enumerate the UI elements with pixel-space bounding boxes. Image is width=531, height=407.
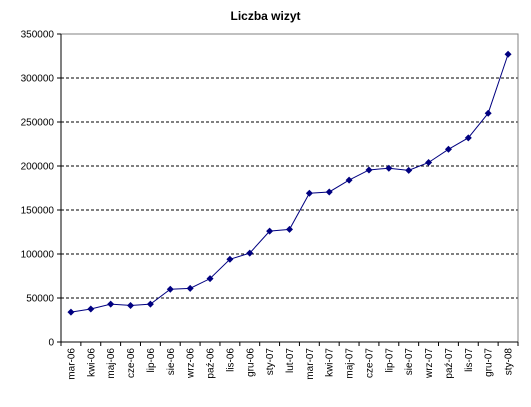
x-tick-label: kwi-06 (86, 348, 97, 377)
x-tick-label: kwi-07 (325, 348, 336, 377)
x-tick-label: lis-06 (225, 348, 236, 372)
data-point (286, 225, 293, 233)
series-line (70, 54, 509, 313)
data-point (365, 166, 373, 174)
data-point (206, 275, 214, 283)
plot-border (60, 33, 519, 343)
data-point (166, 285, 174, 293)
data-point (305, 189, 313, 197)
x-tick-label: sie-06 (166, 348, 177, 376)
data-point (186, 284, 194, 292)
x-tick-label: gru-06 (245, 348, 256, 377)
x-tick-label: sie-07 (404, 348, 415, 376)
x-tick-label: cze-07 (364, 348, 375, 378)
x-tick-label: lip-07 (384, 348, 395, 373)
y-tick-label: 0 (48, 338, 54, 349)
data-point (87, 305, 95, 313)
data-point (405, 166, 413, 174)
data-point (464, 134, 472, 142)
x-tick-label: lis-07 (464, 348, 475, 372)
x-tick-label: maj-07 (345, 348, 356, 379)
x-tick-label: lut-07 (285, 348, 296, 373)
data-point (345, 176, 353, 184)
data-point (127, 301, 135, 309)
x-tick-label: maj-06 (106, 348, 117, 379)
data-point (444, 145, 452, 153)
x-tick-label: mar-07 (305, 348, 316, 380)
data-point (385, 164, 393, 172)
data-point (226, 255, 234, 263)
data-point (425, 158, 433, 166)
x-tick-label: cze-06 (126, 348, 137, 378)
x-tick-label: lip-06 (146, 348, 157, 373)
data-point (146, 300, 154, 308)
x-tick-label: sty-08 (504, 348, 515, 376)
x-tick-label: gru-07 (484, 348, 495, 377)
x-tick-label: paź-07 (444, 348, 455, 379)
x-tick-label: paź-06 (206, 348, 217, 379)
x-tick-label: sty-07 (265, 348, 276, 376)
data-point (504, 50, 512, 58)
y-tick-label: 200000 (21, 162, 55, 173)
data-point (266, 227, 274, 235)
y-tick-label: 350000 (21, 30, 55, 41)
data-point (484, 109, 492, 117)
y-tick-label: 150000 (21, 206, 55, 217)
x-tick-label: wrz-07 (424, 348, 435, 379)
y-tick-label: 50000 (26, 294, 54, 305)
x-tick-label: mar-06 (66, 348, 77, 380)
data-point (246, 249, 254, 257)
chart-title: Liczba wizyt (230, 9, 301, 23)
data-point (107, 300, 115, 308)
x-tick-label: wrz-06 (186, 348, 197, 379)
data-point (325, 188, 333, 196)
y-tick-label: 300000 (21, 74, 55, 85)
y-tick-label: 250000 (21, 118, 55, 129)
data-point (67, 308, 75, 316)
y-tick-label: 100000 (21, 250, 55, 261)
